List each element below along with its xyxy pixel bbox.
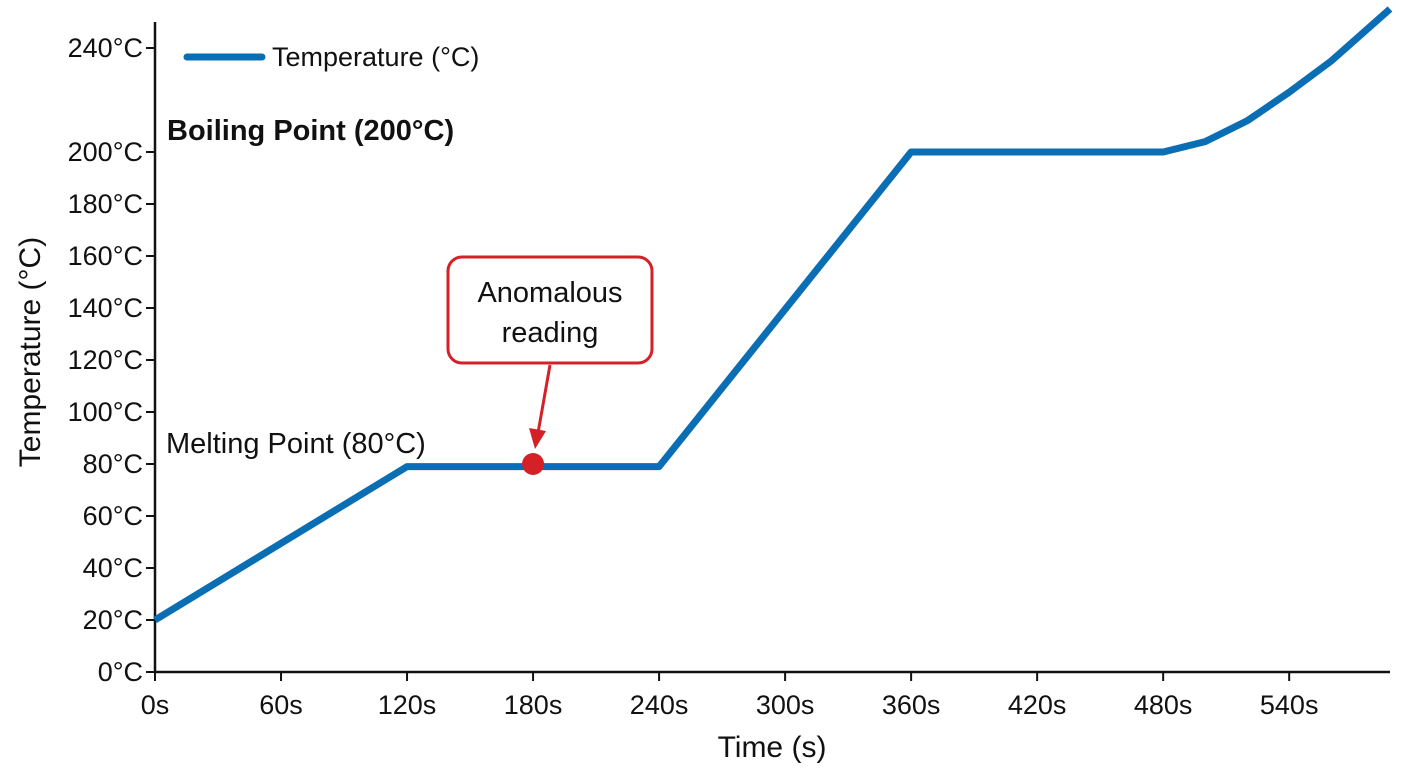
axis-titles: Time (s) Temperature (°C): [14, 237, 826, 764]
x-tick-label: 420s: [1008, 690, 1067, 720]
x-tick-label: 300s: [756, 690, 815, 720]
y-tick-label: 0°C: [98, 657, 143, 687]
callout-arrow-shaft: [536, 364, 552, 434]
x-tick-label: 0s: [141, 690, 170, 720]
x-tick-label: 60s: [259, 690, 303, 720]
y-tick-label: 140°C: [68, 293, 143, 323]
y-tick-label: 120°C: [68, 345, 143, 375]
tick-labels: 0°C 20°C 40°C 60°C 80°C 100°C 120°C 140°C 160°C 1…: [68, 33, 1319, 720]
x-tick-label: 360s: [882, 690, 941, 720]
x-tick-label: 480s: [1134, 690, 1193, 720]
x-tick-label: 540s: [1260, 690, 1319, 720]
callout-line-2: reading: [502, 317, 599, 349]
melting-point-label: Melting Point (80°C): [166, 428, 426, 460]
y-tick-label: 180°C: [68, 189, 143, 219]
y-tick-label: 200°C: [68, 137, 143, 167]
temperature-series-line: [153, 6, 1393, 623]
legend: Temperature (°C): [183, 42, 479, 72]
y-tick-label: 80°C: [83, 449, 143, 479]
callout-arrow-head: [529, 428, 546, 449]
axes: [146, 22, 1390, 681]
x-tick-label: 180s: [504, 690, 563, 720]
annotations: Boiling Point (200°C) Melting Point (80°…: [166, 115, 454, 460]
y-tick-label: 100°C: [68, 397, 143, 427]
boiling-point-label: Boiling Point (200°C): [167, 115, 454, 147]
y-tick-label: 160°C: [68, 241, 143, 271]
y-tick-label: 240°C: [68, 33, 143, 63]
x-tick-label: 240s: [630, 690, 689, 720]
y-axis-title: Temperature (°C): [14, 237, 47, 467]
legend-label: Temperature (°C): [272, 42, 479, 72]
series: [153, 6, 1393, 623]
callout-line-1: Anomalous: [477, 277, 622, 309]
y-tick-label: 20°C: [83, 605, 143, 635]
x-tick-label: 120s: [378, 690, 437, 720]
callout-box: [446, 255, 654, 365]
y-tick-label: 40°C: [83, 553, 143, 583]
x-axis-title: Time (s): [718, 731, 827, 764]
anomalous-reading-callout: Anomalous reading: [446, 255, 654, 449]
y-tick-label: 60°C: [83, 501, 143, 531]
anomalous-reading-marker: [522, 453, 545, 475]
